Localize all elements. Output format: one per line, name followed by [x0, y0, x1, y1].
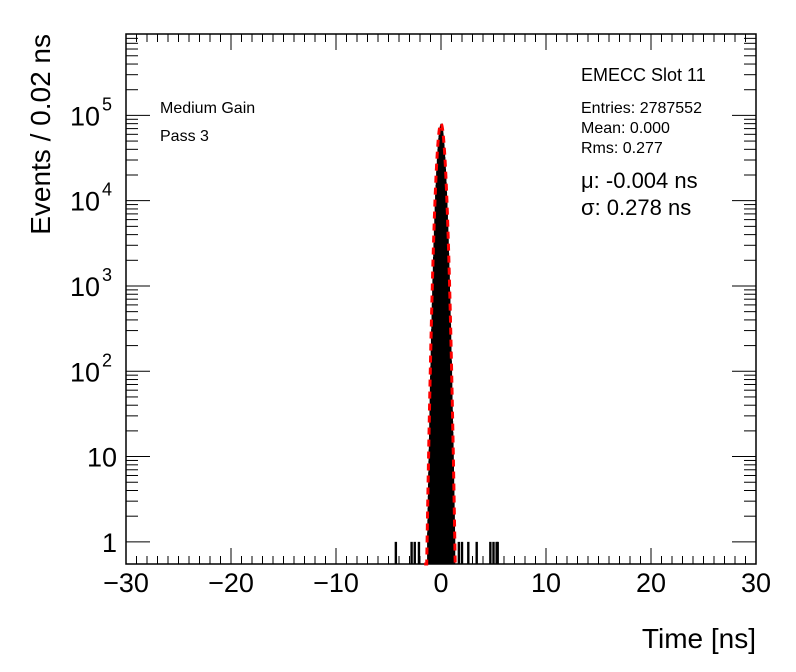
y-axis-label: Events / 0.02 ns [25, 34, 56, 235]
histogram-bin [467, 541, 470, 564]
y-tick-label: 1 [102, 528, 117, 558]
histogram-bin [489, 541, 492, 564]
annotation-gain: Medium Gain [160, 100, 255, 117]
x-tick-label: 10 [531, 568, 561, 598]
x-tick-label: 20 [636, 568, 666, 598]
y-tick-label: 10 [70, 101, 100, 131]
gaussian-fit-curve [424, 122, 458, 566]
y-tick-label: 10 [70, 187, 100, 217]
stats-mean: Mean: 0.000 [581, 120, 670, 137]
stats-title: EMECC Slot 11 [581, 65, 706, 85]
x-tick-label: 0 [433, 568, 448, 598]
stats-rms: Rms: 0.277 [581, 140, 663, 157]
x-tick-label: −10 [313, 568, 359, 598]
histogram-bars [394, 123, 499, 565]
histogram-bin [410, 541, 413, 564]
axis-ticks [125, 33, 757, 564]
histogram-bin [394, 541, 398, 564]
histogram-bin [417, 541, 421, 564]
x-tick-label: 30 [741, 568, 771, 598]
x-tick-label: −30 [103, 568, 149, 598]
y-tick-exponent: 5 [102, 94, 112, 114]
y-tick-label: 10 [70, 272, 100, 302]
histogram-bin [460, 541, 464, 564]
x-tick-labels: −30 −20 −10 0 10 20 30 [103, 568, 771, 598]
y-tick-label: 10 [70, 357, 100, 387]
histogram-bin [492, 541, 495, 564]
y-tick-exponent: 3 [102, 265, 112, 285]
histogram-bin [457, 541, 461, 564]
y-tick-exponent: 4 [102, 180, 112, 200]
histogram-bin [496, 541, 499, 564]
x-axis-label: Time [ns] [642, 623, 756, 654]
y-tick-label: 10 [87, 443, 117, 473]
x-tick-label: −20 [208, 568, 254, 598]
histogram-bin [454, 537, 456, 564]
annotation-pass: Pass 3 [160, 128, 209, 145]
y-tick-exponent: 2 [102, 350, 112, 370]
histogram-bin [475, 541, 478, 564]
fit-mu: μ: -0.004 ns [581, 168, 698, 193]
stats-entries: Entries: 2787552 [581, 100, 702, 117]
fit-sigma: σ: 0.278 ns [581, 195, 691, 220]
histogram-bin [413, 541, 416, 564]
